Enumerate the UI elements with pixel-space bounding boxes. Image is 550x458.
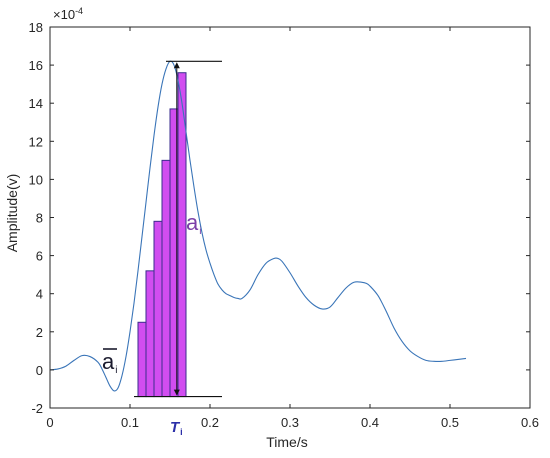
mean-annotation: ai [102,348,117,376]
svg-text:ai: ai [102,349,117,376]
histogram-bar [137,321,147,398]
y-tick-label: 2 [36,325,43,340]
signal-line [49,60,467,392]
y-tick-label: 16 [29,58,43,73]
x-axis-ticks: 0 0.1 0.2 0.3 0.4 0.5 0.6 [46,27,539,430]
reference-lines [134,60,222,398]
arrow-head-down [173,389,180,396]
histogram-bars [137,72,187,398]
plot-frame [49,26,531,409]
y-tick-label: 18 [29,20,43,35]
histogram-bar [153,220,163,398]
x-axis-label: Time/s [266,434,307,450]
y-tick-label: 8 [36,211,43,226]
histogram-bar [145,270,155,398]
y-tick-label: -2 [31,401,43,416]
x-tick-label: 0.3 [281,415,299,430]
x-tick-label: 0.4 [361,415,379,430]
x-tick-label: 0 [46,415,53,430]
y-axis-exponent: ×10-4 [53,6,83,22]
x-tick-label: 0.2 [201,415,219,430]
y-axis-label: Amplitude(v) [4,174,20,253]
y-axis-ticks: -2 0 2 4 6 8 10 12 14 16 18 [29,20,530,416]
x-tick-label: 0.5 [441,415,459,430]
y-tick-label: 12 [29,134,43,149]
y-tick-label: 10 [29,172,43,187]
x-tick-label: 0.1 [121,415,139,430]
amplitude-annotation: ai [186,210,201,237]
y-tick-label: 4 [36,287,43,302]
histogram-bar [161,159,171,398]
signal-curve [49,60,467,392]
x-tick-label: 0.6 [521,415,539,430]
y-tick-label: 0 [36,363,43,378]
period-annotation: Ti [170,419,183,437]
y-tick-label: 14 [29,96,43,111]
arrow-head-up [173,62,180,69]
y-tick-label: 6 [36,249,43,264]
